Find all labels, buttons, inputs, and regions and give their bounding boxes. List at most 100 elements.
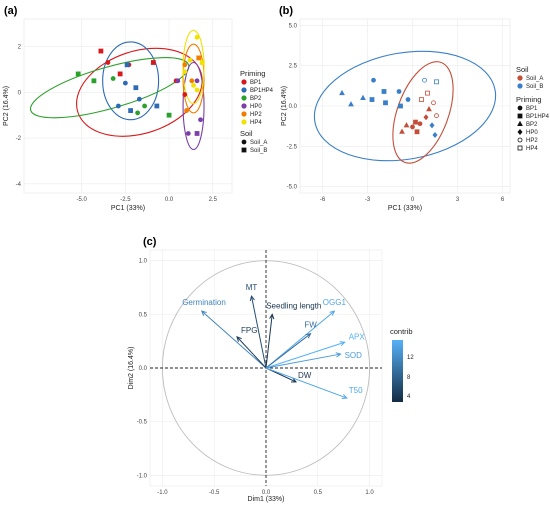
tick-label: 1.0 (139, 259, 148, 265)
legend-swatch (241, 119, 247, 125)
tick-label: 5.0 (289, 23, 298, 29)
arrow-head (329, 310, 336, 316)
legend-item-label: HP0 (250, 104, 262, 110)
point (182, 69, 188, 75)
tick-label: 1.0 (365, 490, 374, 496)
point (381, 89, 387, 94)
arrow-shaft (265, 333, 311, 369)
point (115, 103, 121, 109)
arrow-shaft (201, 310, 267, 369)
arrow-shaft (265, 314, 273, 369)
ellipse-soil_b (313, 50, 497, 162)
variable-label: SOD (345, 351, 363, 360)
panel-c-y-axis-title: Dim2 (16.4%) (128, 347, 135, 390)
point (187, 57, 193, 63)
point (194, 78, 200, 84)
variable-label: T50 (349, 386, 363, 395)
tick-label: -6 (320, 197, 326, 203)
point (369, 97, 375, 102)
tick-label: 2 (18, 44, 22, 50)
panel-c-x-axis-title: Dim1 (33%) (248, 496, 285, 503)
arrow-shaft (265, 341, 345, 369)
point (142, 103, 148, 109)
point (122, 80, 128, 86)
point (360, 94, 366, 100)
arrow-head (339, 341, 346, 347)
panel-b-grid (300, 19, 510, 193)
point (182, 92, 188, 97)
point (135, 110, 141, 116)
tick-label: 0.0 (262, 490, 271, 496)
legend-item-label: Soil_B (526, 84, 543, 90)
point (432, 131, 438, 139)
point (413, 119, 418, 125)
panel-b-label: (b) (279, 5, 293, 17)
point (396, 89, 402, 94)
legend-swatch (241, 79, 247, 85)
ellipse-hp4 (182, 29, 205, 105)
point (425, 90, 430, 96)
point (423, 114, 429, 121)
panel-a-grid (24, 19, 232, 193)
ellipse-hp0 (182, 61, 205, 151)
legend-swatch (517, 83, 523, 89)
panel-b: (b) -6 -3 0 3 6 5.0 2.5 0.0 -2.5 -5.0 PC… (279, 5, 550, 212)
tick-label: 0 (18, 90, 22, 96)
point (154, 103, 160, 109)
point (136, 96, 142, 102)
legend-item-label: Soil_B (250, 148, 267, 154)
point (191, 82, 196, 88)
point (198, 117, 203, 123)
panel-c-x-ticks: -1.0 -0.5 0.0 0.5 1.0 (157, 490, 374, 496)
tick-label: 2.5 (209, 197, 218, 203)
panel-a-y-ticks: 2 0 -2 -4 (16, 44, 22, 187)
legend-swatch (517, 113, 523, 119)
panel-b-points (339, 77, 439, 139)
legend-item-label: HP2 (250, 112, 262, 118)
arrow-shaft (265, 353, 341, 369)
panel-a-plot-area (23, 18, 233, 194)
point (405, 97, 411, 102)
tick-label: 3 (456, 197, 460, 203)
point (105, 60, 111, 65)
point (348, 101, 354, 107)
arrow-shaft (251, 296, 267, 369)
arrow-head (291, 377, 298, 383)
panel-a-x-ticks: -5.0 -2.5 0.0 2.5 (77, 197, 218, 203)
panel-c-y-ticks: 1.0 0.5 0.0 -0.5 -1.0 (137, 259, 148, 480)
panel-a-label: (a) (4, 5, 18, 17)
colorbar-tick-label: 8 (407, 375, 411, 381)
ellipse-bp1hp4 (102, 41, 160, 121)
panel-c: (c) Germination MT FPG Seedling length OGG1 F… (128, 236, 414, 503)
legend-item-label: BP1HP4 (250, 88, 274, 94)
panel-b-y-ticks: 5.0 2.5 0.0 -2.5 -5.0 (287, 23, 298, 190)
point (419, 97, 424, 102)
point (128, 108, 134, 113)
point (166, 112, 172, 118)
variable-label: DW (298, 371, 312, 380)
legend-title-priming: Priming (516, 95, 541, 104)
contrib-colorbar (392, 340, 403, 402)
variable-label: Seedling length (266, 301, 321, 310)
point (194, 34, 200, 40)
panel-b-x-axis-title: PC1 (33%) (388, 205, 422, 212)
legend-item-label: HP0 (526, 130, 538, 136)
legend-swatch (241, 139, 247, 145)
panel-a-y-axis-title: PC2 (16.4%) (3, 86, 10, 126)
panel-c-label: (c) (143, 236, 157, 248)
point (429, 122, 435, 129)
panel-a-x-axis-title: PC1 (33%) (111, 205, 145, 212)
point (150, 60, 156, 65)
variable-label: OGG1 (323, 298, 347, 307)
tick-label: -2 (16, 136, 22, 142)
point (399, 128, 405, 134)
point (98, 48, 104, 54)
legend-item-label: BP2 (526, 122, 538, 128)
point (196, 55, 202, 61)
arrow-head (236, 336, 242, 342)
panel-a: (a) -5.0 -2.5 0.0 2.5 2 0 -2 -4 PC1 (33%… (3, 5, 274, 212)
point (133, 85, 139, 91)
point (414, 129, 420, 135)
tick-label: -2.5 (120, 197, 131, 203)
